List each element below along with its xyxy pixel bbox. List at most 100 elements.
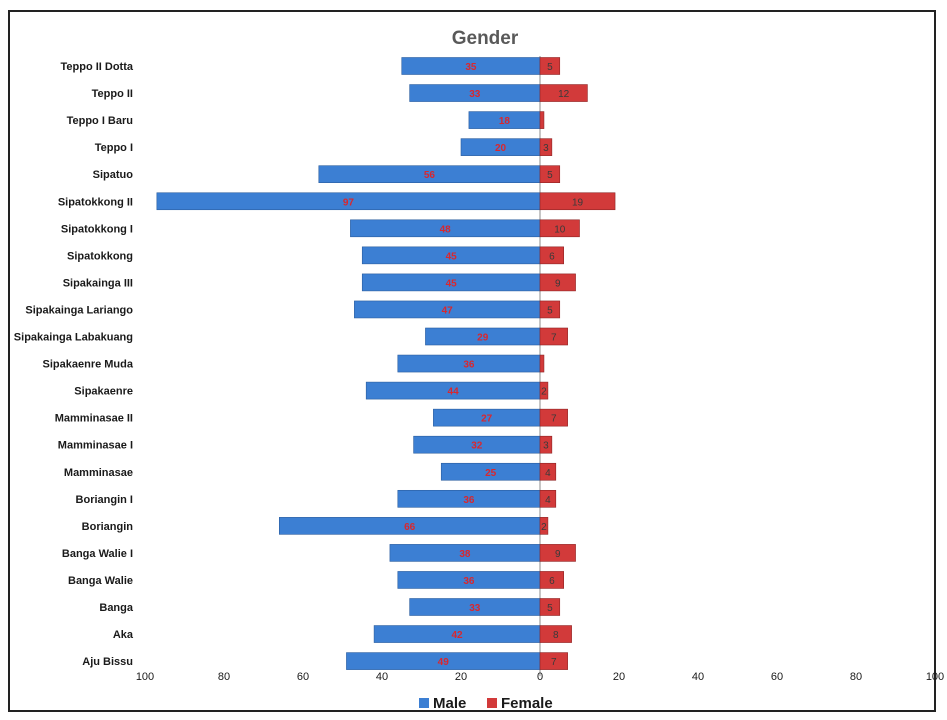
female-bar <box>539 246 565 265</box>
male-value-label: 38 <box>459 549 471 560</box>
category-label: Banga <box>99 602 134 614</box>
female-value-label: 7 <box>551 333 557 344</box>
female-bar <box>539 598 561 616</box>
male-value-label: 33 <box>469 89 481 100</box>
legend-female-swatch <box>487 698 497 708</box>
male-value-label: 25 <box>485 468 497 479</box>
female-value-label: 19 <box>572 197 584 208</box>
x-tick-label: 0 <box>537 671 543 683</box>
female-value-label: 5 <box>547 170 553 181</box>
category-label: Sipakaenre <box>74 386 133 398</box>
male-value-label: 32 <box>471 441 483 452</box>
female-value-label: 12 <box>558 89 570 100</box>
bars-layer <box>156 56 616 677</box>
female-bar <box>539 57 561 75</box>
female-value-label: 6 <box>549 576 555 587</box>
category-label: Teppo II <box>92 88 133 100</box>
category-label: Boriangin <box>82 521 134 533</box>
female-value-label: 7 <box>551 657 557 668</box>
male-value-label: 29 <box>477 333 489 344</box>
male-value-label: 18 <box>499 116 511 127</box>
female-value-label: 2 <box>541 387 547 398</box>
category-label: Sipakainga III <box>63 277 133 289</box>
male-value-label: 20 <box>495 143 507 154</box>
female-value-label: 5 <box>547 305 553 316</box>
female-bar <box>539 625 572 643</box>
female-value-label: 5 <box>547 62 553 73</box>
x-tick-label: 80 <box>218 671 230 683</box>
female-bar <box>539 165 561 183</box>
male-value-label: 48 <box>440 224 452 235</box>
female-bar <box>539 138 553 156</box>
female-value-label: 7 <box>551 414 557 425</box>
female-value-label: 4 <box>545 495 551 506</box>
category-label: Banga Walie I <box>62 548 133 560</box>
category-label: Sipatokkong <box>67 250 133 262</box>
x-tick-label: 40 <box>376 671 388 683</box>
female-value-label: 10 <box>554 224 566 235</box>
female-bar <box>539 544 576 562</box>
category-label: Banga Walie <box>68 575 133 587</box>
male-value-label: 49 <box>438 657 450 668</box>
legend-female-label: Female <box>501 695 553 712</box>
x-tick-label: 20 <box>455 671 467 683</box>
male-value-label: 97 <box>343 197 355 208</box>
female-bar <box>539 571 565 589</box>
category-label: Aka <box>113 629 134 641</box>
female-bar <box>539 408 568 427</box>
axis-ticks-layer: 100 80 60 40 20 0 20 40 60 80 100 <box>136 671 944 683</box>
male-value-label: 33 <box>469 603 481 614</box>
female-value-label: 4 <box>545 468 551 479</box>
category-label: Mamminasae I <box>58 440 133 452</box>
female-bar <box>539 273 576 292</box>
female-bar <box>539 111 545 129</box>
female-bar <box>539 517 549 535</box>
category-label: Sipatuo <box>93 169 134 181</box>
x-tick-label: 100 <box>926 671 944 683</box>
female-bar <box>539 435 553 454</box>
male-value-label: 66 <box>404 522 416 533</box>
x-tick-label: 60 <box>297 671 309 683</box>
male-value-label: 45 <box>446 251 458 262</box>
category-label: Teppo I <box>95 142 133 154</box>
x-tick-label: 80 <box>850 671 862 683</box>
male-value-label: 44 <box>448 387 460 398</box>
female-bar <box>539 327 568 346</box>
category-label: Mamminasae II <box>55 413 133 425</box>
male-value-label: 27 <box>481 414 493 425</box>
male-value-label: 45 <box>446 278 458 289</box>
category-label: Sipakainga Labakuang <box>14 332 133 344</box>
male-value-label: 36 <box>463 360 475 371</box>
female-bar <box>539 84 588 102</box>
category-label: Sipatokkong II <box>58 196 133 208</box>
male-value-label: 56 <box>424 170 436 181</box>
legend: Male Female <box>419 695 553 712</box>
female-bar <box>539 381 549 400</box>
female-bar <box>539 354 545 373</box>
female-value-label: 2 <box>541 522 547 533</box>
female-value-label: 6 <box>549 251 555 262</box>
female-bar <box>539 462 557 481</box>
category-label: Sipatokkong I <box>61 223 133 235</box>
male-value-label: 42 <box>451 630 463 641</box>
male-value-label: 47 <box>442 305 454 316</box>
x-tick-label: 40 <box>692 671 704 683</box>
female-bar <box>539 192 616 211</box>
female-bar <box>539 300 561 319</box>
female-value-label: 9 <box>555 278 561 289</box>
legend-male-swatch <box>419 698 429 708</box>
category-label: Teppo I Baru <box>67 115 133 127</box>
chart-title: Gender <box>452 28 519 49</box>
female-bar <box>539 489 557 508</box>
category-label: Aju Bissu <box>82 656 133 668</box>
x-tick-label: 20 <box>613 671 625 683</box>
category-label: Mamminasae <box>64 467 133 479</box>
female-value-label: 8 <box>553 630 559 641</box>
male-value-label: 36 <box>463 576 475 587</box>
category-label: Boriangin I <box>76 494 133 506</box>
legend-male-label: Male <box>433 695 466 712</box>
x-tick-label: 60 <box>771 671 783 683</box>
x-tick-label: 100 <box>136 671 154 683</box>
female-bar <box>539 219 580 238</box>
